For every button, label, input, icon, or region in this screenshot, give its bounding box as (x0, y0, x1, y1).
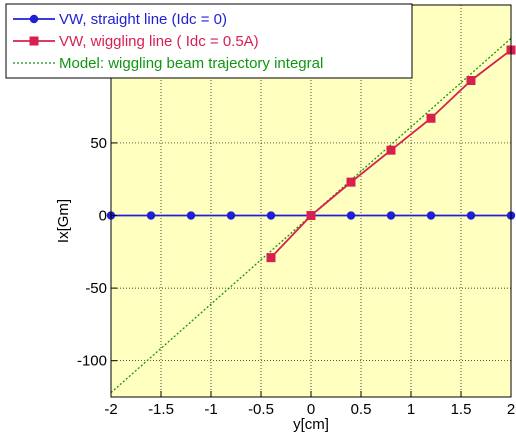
x-tick-label: -1 (204, 401, 217, 418)
legend-label-2: Model: wiggling beam trajectory integral (59, 55, 323, 72)
y-tick-label: -50 (85, 280, 107, 297)
data-point (386, 211, 396, 220)
x-tick-label: 1.5 (451, 401, 472, 418)
x-tick-label: 2 (507, 401, 515, 418)
y-tick-label: 50 (90, 135, 107, 152)
data-point (306, 211, 316, 221)
data-point (346, 211, 356, 220)
x-axis-label: y[cm] (293, 416, 329, 433)
data-point (266, 211, 276, 220)
y-tick-label: -100 (77, 353, 107, 370)
data-point (266, 253, 276, 263)
y-tick-label: 0 (99, 208, 107, 225)
x-tick-label: 0.5 (351, 401, 372, 418)
legend: VW, straight line (Idc = 0) VW, wiggling … (5, 3, 413, 79)
data-point (146, 211, 156, 220)
x-tick-label: 1 (407, 401, 415, 418)
legend-box (5, 3, 413, 79)
x-tick-label: -2 (104, 401, 117, 418)
data-point (466, 211, 476, 220)
axis-ticks: -2 -1.5 -1 -0.5 0 0.5 1 1.5 2 -100 -50 0 50 (77, 135, 515, 418)
legend-marker-1 (29, 36, 39, 46)
data-point (186, 211, 196, 220)
legend-label-0: VW, straight line (Idc = 0) (59, 11, 227, 28)
data-point (386, 145, 396, 155)
x-tick-label: -1.5 (148, 401, 174, 418)
data-point (226, 211, 236, 220)
x-tick-label: 0 (307, 401, 315, 418)
series-line-2 (110, 37, 512, 394)
grid-lines (111, 5, 511, 397)
data-point (466, 75, 476, 85)
data-point (426, 113, 436, 123)
data-point (346, 177, 356, 187)
data-point (426, 211, 436, 220)
legend-marker-0 (29, 14, 39, 24)
x-tick-label: -0.5 (248, 401, 274, 418)
y-axis-label: Ix[Gm] (55, 199, 72, 243)
legend-label-1: VW, wiggling line ( Idc = 0.5A) (59, 33, 259, 50)
series-layer (106, 37, 516, 394)
